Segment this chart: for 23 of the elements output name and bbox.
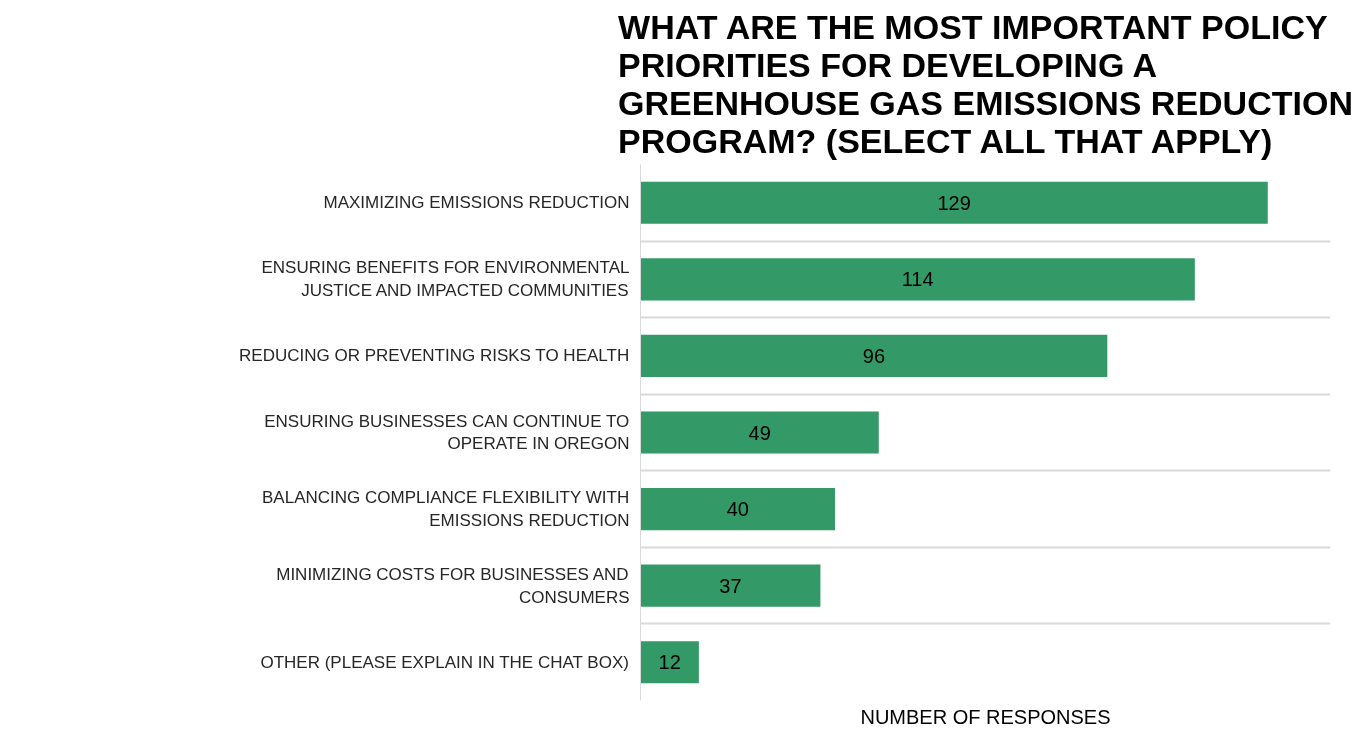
y-tick-label: OTHER (PLEASE EXPLAIN IN THE CHAT BOX) (260, 652, 629, 672)
data-label: 49 (748, 421, 771, 444)
data-label: 114 (901, 268, 934, 291)
bar (640, 488, 835, 531)
y-tick-label: ENSURING BENEFITS FOR ENVIRONMENTAL JUSTICE AND IMPACTED COMMUNITIES (261, 258, 630, 301)
bar (640, 411, 879, 454)
bar (640, 334, 1108, 377)
y-tick-label: BALANCING COMPLIANCE FLEXIBILITY WITH EMISSIONS REDUCTION (262, 488, 630, 530)
y-tick-label: REDUCING OR PREVENTING RISKS TO HEALTH (239, 346, 630, 366)
y-tick-label: MAXIMIZING EMISSIONS REDUCTION (323, 193, 630, 213)
bar (640, 181, 1268, 224)
data-label: 12 (658, 651, 681, 674)
data-label: 37 (719, 574, 742, 597)
y-tick-label: ENSURING BUSINESSES CAN CONTINUE TO OPERATE IN OREGON (264, 411, 630, 454)
data-label: 40 (726, 498, 749, 521)
chart-title: WHAT ARE THE MOST IMPORTANT POLICY PRIORITIES FOR DEVELOPING A GREENHOUSE GAS EMISSIONS REDUCTION PROGRAM? (SELECT ALL THAT APPLY) (618, 7, 1353, 160)
bar (640, 641, 699, 684)
x-axis-title: NUMBER OF RESPONSES (860, 705, 1111, 728)
data-label: 96 (862, 344, 886, 367)
bar (640, 258, 1195, 301)
y-tick-label: MINIMIZING COSTS FOR BUSINESSES AND CONSUMERS (276, 564, 630, 607)
bar (640, 564, 821, 607)
data-label: 129 (937, 191, 971, 214)
